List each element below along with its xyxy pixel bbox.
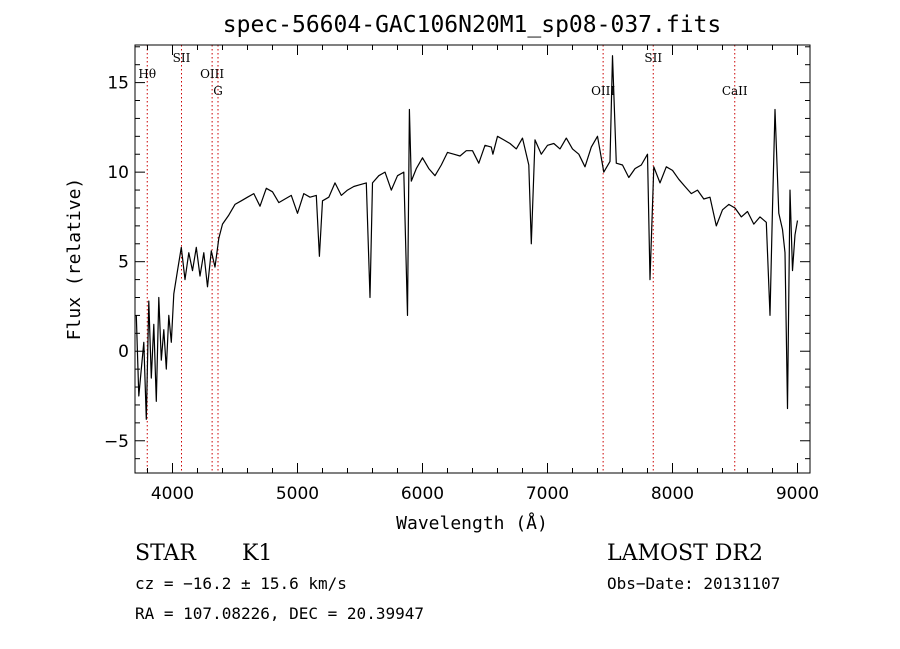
x-tick-label: 5000: [276, 484, 319, 504]
line-marker-label: SII: [644, 51, 662, 65]
x-tick-label: 4000: [151, 484, 194, 504]
spectrum-line-layer: [135, 55, 799, 420]
coordinates: RA = 107.08226, DEC = 20.39947: [135, 604, 424, 623]
line-marker-label: OIII: [200, 67, 224, 81]
line-marker-label: G: [213, 84, 223, 98]
redshift-cz: cz = −16.2 ± 15.6 km/s: [135, 574, 347, 593]
spectrum-line: [135, 55, 799, 420]
object-class: STAR: [135, 541, 197, 566]
line-marker-label: Hθ: [138, 67, 156, 81]
line-marker-label: CaII: [722, 84, 748, 98]
y-tick-label: 10: [107, 163, 129, 183]
x-tick-label: 8000: [651, 484, 694, 504]
x-tick-label: 7000: [526, 484, 569, 504]
line-marker-label: SII: [173, 51, 191, 65]
survey-name: LAMOST DR2: [607, 541, 763, 566]
line-marker-label: OIII: [591, 84, 615, 98]
x-tick-label: 6000: [401, 484, 444, 504]
x-axis-label: Wavelength (Å): [396, 512, 548, 534]
y-tick-label: 5: [118, 253, 129, 273]
observation-date: Obs−Date: 20131107: [607, 574, 780, 593]
object-subclass: K1: [242, 541, 272, 566]
plot-frame: [134, 44, 811, 474]
x-tick-label: 9000: [776, 484, 819, 504]
axis-ticks: 4000 5000 6000 7000 8000 9000 −5 0 5 10 15: [104, 45, 819, 504]
line-markers: Hθ SII OIII G OIII SII CaII: [138, 45, 748, 473]
chart-title: spec-56604-GAC106N20M1_sp08-037.fits: [223, 12, 722, 38]
y-tick-label: 0: [118, 342, 129, 362]
y-tick-label: 15: [107, 74, 129, 94]
y-axis-label: Flux (relative): [64, 178, 85, 341]
y-tick-label: −5: [104, 432, 129, 452]
